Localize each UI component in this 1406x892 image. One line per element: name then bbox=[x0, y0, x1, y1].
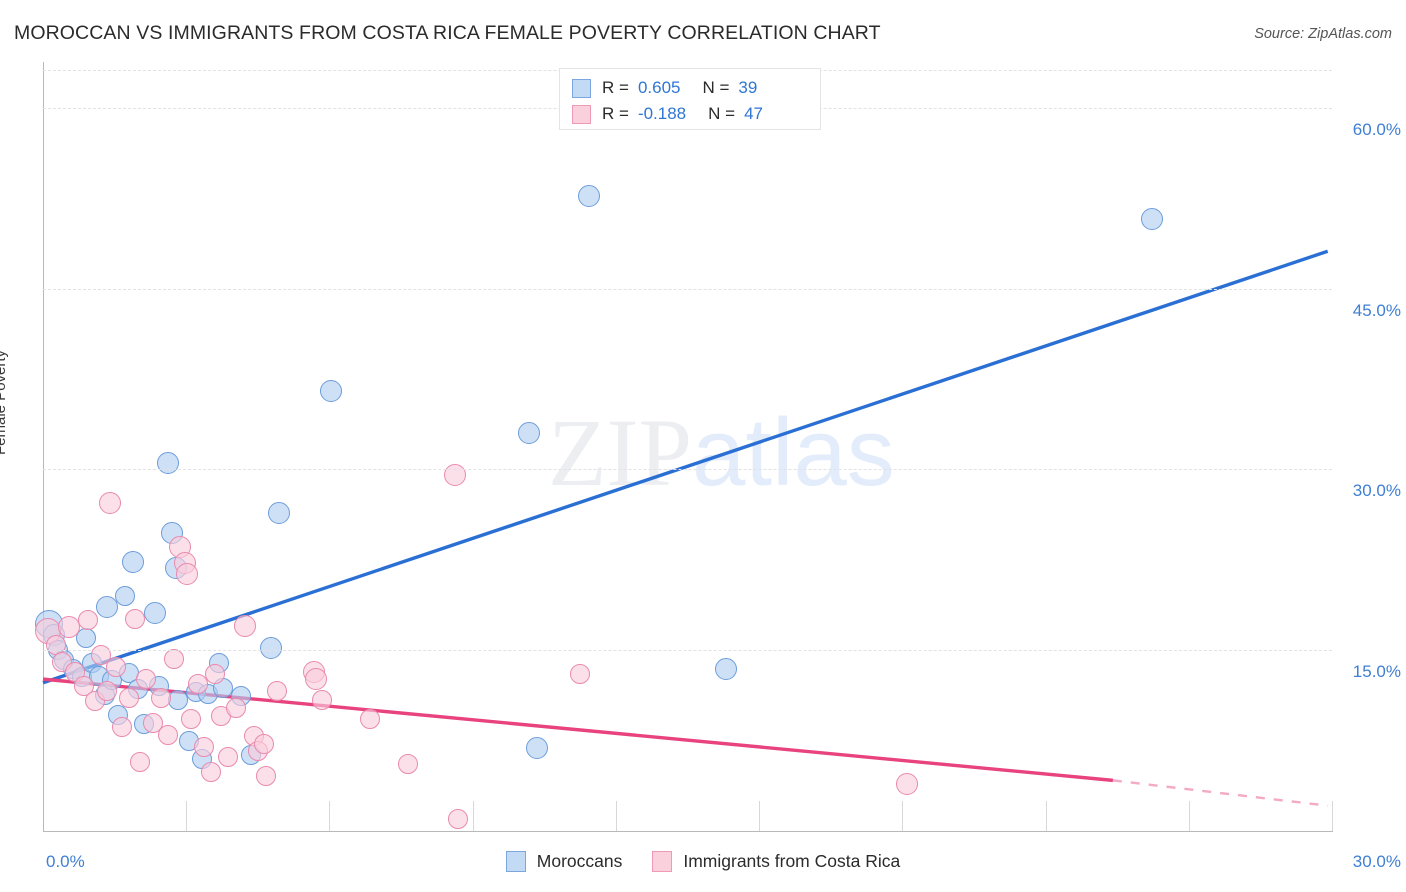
data-point-costa-rica[interactable] bbox=[226, 698, 247, 719]
legend-label-moroccans: Moroccans bbox=[536, 851, 623, 871]
x-axis-line bbox=[43, 831, 1333, 832]
stat-n-value-moroccans: 39 bbox=[738, 78, 758, 97]
data-point-costa-rica[interactable] bbox=[359, 708, 380, 729]
data-point-costa-rica[interactable] bbox=[895, 772, 918, 795]
data-point-costa-rica[interactable] bbox=[112, 717, 133, 738]
data-point-moroccans[interactable] bbox=[526, 736, 549, 759]
stat-r-label-moroccans: R = bbox=[602, 78, 629, 97]
y-axis-tick-label: 45.0% bbox=[1352, 300, 1401, 320]
data-point-costa-rica[interactable] bbox=[312, 689, 333, 710]
data-point-costa-rica[interactable] bbox=[267, 681, 288, 702]
data-point-costa-rica[interactable] bbox=[204, 664, 225, 685]
x-axis-tick bbox=[472, 801, 474, 831]
correlation-stats-box: R = 0.605 N = 39 R = -0.188 N = 47 bbox=[559, 68, 821, 130]
y-axis-tick-label: 15.0% bbox=[1352, 662, 1401, 682]
gridline bbox=[43, 469, 1332, 471]
x-axis-tick bbox=[1332, 801, 1333, 831]
data-point-costa-rica[interactable] bbox=[129, 752, 150, 773]
data-point-costa-rica[interactable] bbox=[194, 736, 215, 757]
data-point-costa-rica[interactable] bbox=[57, 616, 80, 639]
data-point-moroccans[interactable] bbox=[259, 636, 282, 659]
series-legend: Moroccans Immigrants from Costa Rica bbox=[0, 851, 1406, 872]
data-point-costa-rica[interactable] bbox=[97, 681, 118, 702]
data-point-costa-rica[interactable] bbox=[233, 615, 256, 638]
y-axis-title: Female Poverty bbox=[0, 349, 9, 455]
data-point-moroccans[interactable] bbox=[1140, 207, 1163, 230]
data-point-costa-rica[interactable] bbox=[106, 657, 127, 678]
legend-item-moroccans[interactable]: Moroccans bbox=[505, 851, 623, 872]
stat-n-label-moroccans: N = bbox=[702, 78, 730, 97]
stat-row-moroccans: R = 0.605 N = 39 bbox=[572, 75, 808, 101]
data-point-costa-rica[interactable] bbox=[125, 608, 146, 629]
data-point-moroccans[interactable] bbox=[156, 452, 179, 475]
x-axis-tick bbox=[186, 801, 188, 831]
data-point-costa-rica[interactable] bbox=[398, 753, 419, 774]
data-point-costa-rica[interactable] bbox=[91, 645, 111, 666]
data-point-costa-rica[interactable] bbox=[254, 734, 275, 755]
x-axis-tick bbox=[759, 801, 761, 831]
data-point-moroccans[interactable] bbox=[319, 380, 342, 403]
stat-row-costa-rica: R = -0.188 N = 47 bbox=[572, 101, 808, 127]
gridline bbox=[43, 288, 1332, 290]
data-point-moroccans[interactable] bbox=[715, 658, 738, 681]
data-point-moroccans[interactable] bbox=[96, 595, 119, 618]
legend-swatch-moroccans bbox=[505, 851, 526, 872]
data-point-costa-rica[interactable] bbox=[304, 668, 327, 691]
data-point-moroccans[interactable] bbox=[577, 184, 600, 207]
stat-swatch-moroccans bbox=[572, 78, 591, 98]
data-point-costa-rica[interactable] bbox=[98, 492, 121, 515]
x-axis-tick bbox=[329, 801, 331, 831]
x-axis-max-label: 30.0% bbox=[1352, 852, 1401, 871]
stat-r-label-costa-rica: R = bbox=[602, 104, 629, 123]
data-point-costa-rica[interactable] bbox=[570, 664, 591, 685]
data-point-costa-rica[interactable] bbox=[187, 673, 208, 694]
legend-swatch-costa-rica bbox=[652, 851, 673, 872]
legend-item-costa-rica[interactable]: Immigrants from Costa Rica bbox=[652, 851, 900, 872]
data-point-costa-rica[interactable] bbox=[200, 761, 221, 782]
data-point-costa-rica[interactable] bbox=[256, 765, 277, 786]
x-axis-tick bbox=[1045, 801, 1047, 831]
x-axis-tick bbox=[1188, 801, 1190, 831]
data-point-moroccans[interactable] bbox=[114, 585, 135, 606]
page-title: MOROCCAN VS IMMIGRANTS FROM COSTA RICA F… bbox=[14, 22, 881, 44]
data-point-costa-rica[interactable] bbox=[136, 669, 157, 690]
stat-r-value-moroccans: 0.605 bbox=[637, 78, 681, 97]
data-point-costa-rica[interactable] bbox=[151, 688, 172, 709]
legend-label-costa-rica: Immigrants from Costa Rica bbox=[683, 851, 901, 871]
data-point-costa-rica[interactable] bbox=[444, 464, 467, 487]
stat-swatch-costa-rica bbox=[572, 104, 591, 124]
data-point-costa-rica[interactable] bbox=[447, 808, 468, 829]
stat-n-label-costa-rica: N = bbox=[708, 104, 736, 123]
data-point-moroccans[interactable] bbox=[143, 601, 166, 624]
plot-area bbox=[35, 62, 1332, 831]
data-point-costa-rica[interactable] bbox=[118, 688, 139, 709]
x-axis-tick bbox=[902, 801, 904, 831]
data-point-costa-rica[interactable] bbox=[175, 563, 198, 586]
y-axis-tick-label: 60.0% bbox=[1352, 119, 1401, 139]
data-point-costa-rica[interactable] bbox=[164, 648, 185, 669]
data-point-costa-rica[interactable] bbox=[157, 724, 178, 745]
x-axis-min-label: 0.0% bbox=[46, 852, 85, 871]
data-point-moroccans[interactable] bbox=[122, 551, 145, 574]
y-axis-tick-label: 30.0% bbox=[1352, 481, 1401, 501]
trendline-moroccans bbox=[42, 249, 1329, 685]
x-axis-tick bbox=[615, 801, 617, 831]
stat-r-value-costa-rica: -0.188 bbox=[637, 104, 687, 123]
data-point-costa-rica[interactable] bbox=[78, 610, 99, 631]
y-axis-line bbox=[43, 62, 44, 831]
trendline-extension-costa-rica bbox=[1112, 779, 1328, 807]
gridline bbox=[43, 650, 1332, 652]
stat-n-value-costa-rica: 47 bbox=[744, 104, 763, 123]
data-point-costa-rica[interactable] bbox=[217, 747, 238, 768]
data-point-moroccans[interactable] bbox=[268, 501, 291, 524]
data-point-costa-rica[interactable] bbox=[181, 708, 202, 729]
data-point-costa-rica[interactable] bbox=[142, 712, 163, 733]
source-attribution: Source: ZipAtlas.com bbox=[1254, 26, 1392, 42]
data-point-moroccans[interactable] bbox=[517, 422, 540, 445]
